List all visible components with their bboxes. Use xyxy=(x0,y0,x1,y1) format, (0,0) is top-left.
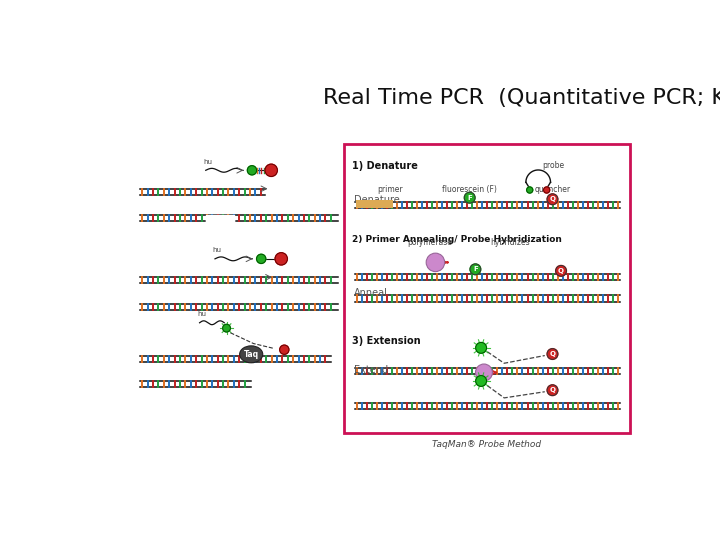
Circle shape xyxy=(526,187,533,193)
Text: hybridizes: hybridizes xyxy=(490,239,529,247)
Text: Extend: Extend xyxy=(354,364,388,375)
Bar xyxy=(344,144,629,433)
Text: hu: hu xyxy=(212,247,222,253)
Text: Q: Q xyxy=(549,387,555,393)
Circle shape xyxy=(547,194,558,205)
Text: hu: hu xyxy=(197,312,207,318)
Text: F: F xyxy=(473,266,478,272)
Text: Real Time PCR  (Quantitative PCR; Kinetic  PCR: Real Time PCR (Quantitative PCR; Kinetic… xyxy=(323,88,720,108)
Text: TaqMan® Probe Method: TaqMan® Probe Method xyxy=(432,441,541,449)
Text: probe: probe xyxy=(542,161,564,170)
Circle shape xyxy=(426,253,445,272)
Text: Denature: Denature xyxy=(354,194,400,205)
Text: Q: Q xyxy=(549,351,555,357)
Text: primer: primer xyxy=(377,185,402,193)
Circle shape xyxy=(222,325,230,332)
Circle shape xyxy=(279,345,289,354)
Text: Taq: Taq xyxy=(243,350,258,359)
Text: fluorescein (F): fluorescein (F) xyxy=(442,185,497,193)
Circle shape xyxy=(256,254,266,264)
Ellipse shape xyxy=(240,346,263,363)
Circle shape xyxy=(464,192,475,203)
Circle shape xyxy=(475,364,492,381)
Circle shape xyxy=(275,253,287,265)
Text: Q: Q xyxy=(558,268,564,274)
Bar xyxy=(356,200,393,208)
Circle shape xyxy=(547,349,558,360)
Circle shape xyxy=(544,187,550,193)
Circle shape xyxy=(556,266,567,276)
Text: hu: hu xyxy=(204,159,212,165)
Text: 3) Extension: 3) Extension xyxy=(352,336,420,346)
Text: 2) Primer Annealing/ Probe Hybridization: 2) Primer Annealing/ Probe Hybridization xyxy=(352,235,562,244)
Circle shape xyxy=(547,385,558,396)
Circle shape xyxy=(476,342,487,353)
Circle shape xyxy=(470,264,481,275)
Circle shape xyxy=(248,166,256,175)
Text: polymerase: polymerase xyxy=(408,239,452,247)
Text: Q: Q xyxy=(549,196,555,202)
Text: Anneal: Anneal xyxy=(354,288,387,298)
Text: F: F xyxy=(467,195,472,201)
Text: 1) Denature: 1) Denature xyxy=(352,161,418,171)
Text: quencher: quencher xyxy=(534,185,570,193)
Circle shape xyxy=(476,376,487,386)
Circle shape xyxy=(265,164,277,177)
